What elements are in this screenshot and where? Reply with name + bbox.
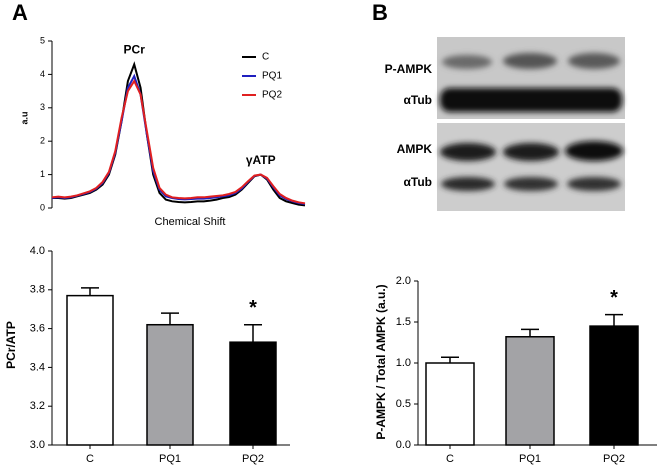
panel-label: B bbox=[372, 0, 388, 25]
bar bbox=[146, 323, 194, 446]
x-tick-label: C bbox=[86, 453, 94, 465]
bar bbox=[66, 294, 114, 446]
y-tick-label: 1 bbox=[40, 169, 45, 179]
blot-label: P-AMPK bbox=[385, 62, 433, 76]
y-tick-label: 0.5 bbox=[396, 398, 411, 410]
annotation: γATP bbox=[246, 153, 276, 167]
legend-label: PQ2 bbox=[262, 90, 282, 101]
y-axis-label: a.u bbox=[19, 111, 29, 124]
series-line bbox=[51, 79, 306, 205]
y-tick-label: 3 bbox=[40, 102, 45, 112]
legend-label: C bbox=[262, 52, 269, 63]
y-tick-label: 5 bbox=[40, 35, 45, 45]
annotation: * bbox=[610, 287, 618, 309]
x-tick-label: C bbox=[446, 453, 454, 465]
y-tick-label: 3.2 bbox=[30, 400, 45, 412]
bar bbox=[589, 325, 639, 446]
annotation: PCr bbox=[124, 43, 146, 57]
y-tick-label: 4 bbox=[40, 69, 45, 79]
x-tick-label: PQ2 bbox=[242, 453, 264, 465]
y-tick-label: 2.0 bbox=[396, 275, 411, 287]
y-axis-label: P-AMPK / Total AMPK (a.u.) bbox=[374, 284, 388, 439]
bar bbox=[425, 362, 475, 446]
y-tick-label: 0.0 bbox=[396, 439, 411, 451]
x-tick-label: PQ1 bbox=[159, 453, 181, 465]
blot-label: αTub bbox=[404, 93, 432, 107]
x-tick-label: PQ1 bbox=[519, 453, 541, 465]
annotation: * bbox=[249, 297, 257, 319]
y-tick-label: 0 bbox=[40, 202, 45, 212]
y-tick-label: 2 bbox=[40, 136, 45, 146]
x-axis-label: Chemical Shift bbox=[155, 216, 226, 228]
y-tick-label: 4.0 bbox=[30, 245, 45, 257]
panel-label: A bbox=[12, 0, 28, 25]
blot-label: AMPK bbox=[397, 142, 433, 156]
y-tick-label: 3.6 bbox=[30, 323, 45, 335]
x-tick-label: PQ2 bbox=[603, 453, 625, 465]
series-line bbox=[52, 61, 306, 207]
western-blot bbox=[437, 37, 625, 211]
y-tick-label: 3.8 bbox=[30, 284, 45, 296]
bar bbox=[505, 336, 555, 446]
y-tick-label: 1.5 bbox=[396, 316, 411, 328]
bar bbox=[229, 341, 277, 446]
y-axis-label: PCr/ATP bbox=[4, 321, 18, 369]
y-tick-label: 3.0 bbox=[30, 439, 45, 451]
blot-label: αTub bbox=[404, 175, 432, 189]
legend-label: PQ1 bbox=[262, 71, 282, 82]
y-tick-label: 3.4 bbox=[30, 361, 45, 373]
y-tick-label: 1.0 bbox=[396, 357, 411, 369]
